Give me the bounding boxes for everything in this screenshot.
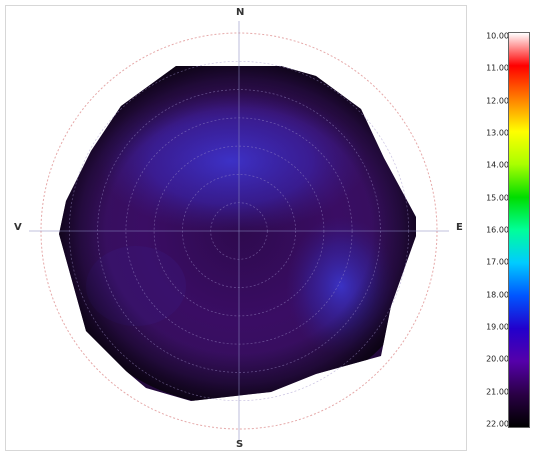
colorbar-tick-label: 11.00 <box>486 63 509 73</box>
colorbar-tick-label: 16.00 <box>486 225 509 235</box>
colorbar-tick-labels: 10.00 11.00 12.00 13.00 14.00 15.00 16.00 17.00… <box>475 31 509 429</box>
compass-south-label: S <box>236 439 244 450</box>
compass-east-label: E <box>456 222 463 233</box>
colorbar-tick-label: 14.00 <box>486 160 509 170</box>
heatmap-surface <box>59 66 416 401</box>
polar-plot-svg <box>29 21 449 441</box>
colorbar-tick-label: 12.00 <box>486 96 509 106</box>
colorbar-tick-label: 10.00 <box>486 31 509 41</box>
colorbar-tick-label: 18.00 <box>486 290 509 300</box>
colorbar-tick-label: 20.00 <box>486 354 509 364</box>
compass-west-label: V <box>14 222 22 233</box>
colorbar-tick-label: 19.00 <box>486 322 509 332</box>
polar-grid <box>29 21 449 441</box>
colorbar-tick-label: 13.00 <box>486 128 509 138</box>
plot-area: N E S V <box>5 5 467 451</box>
colorbar-tick-label: 15.00 <box>486 193 509 203</box>
colorbar-tick-label: 17.00 <box>486 257 509 267</box>
colorbar-tick-label: 21.00 <box>486 387 509 397</box>
colorbar-tick-label: 22.00 <box>486 419 509 429</box>
compass-north-label: N <box>236 7 245 18</box>
colorbar <box>508 32 530 428</box>
